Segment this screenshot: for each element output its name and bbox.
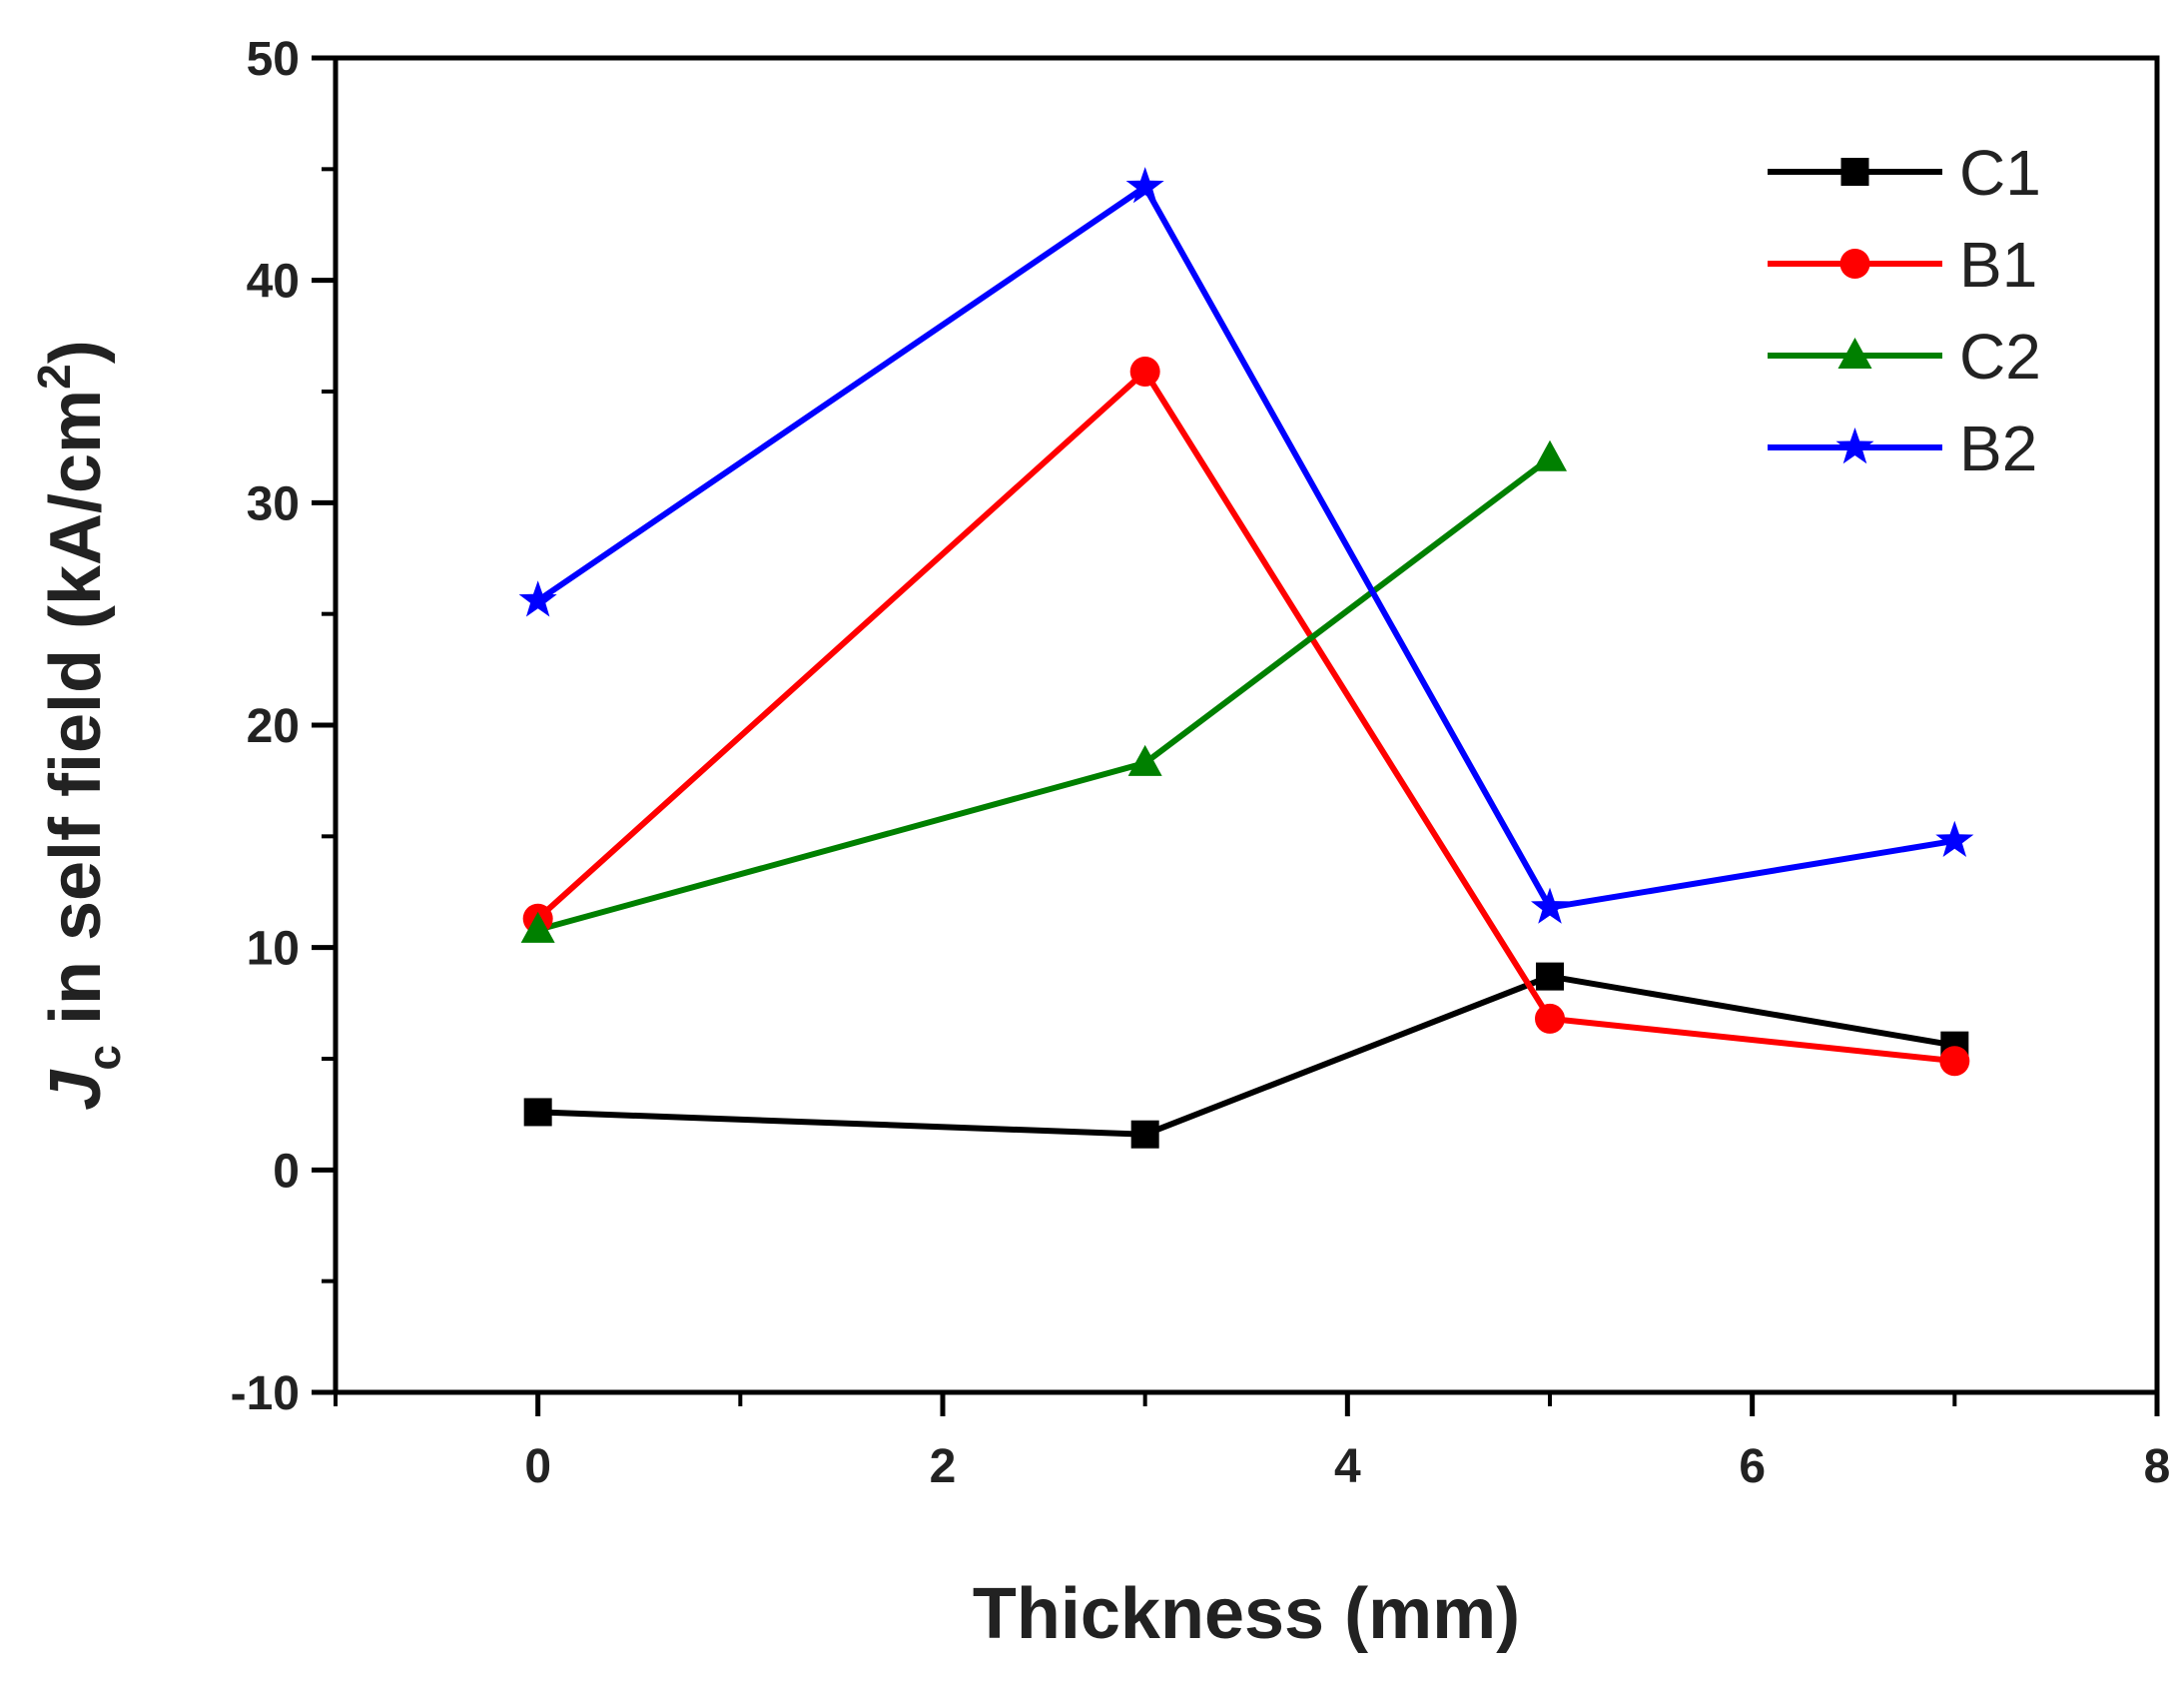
y-tick-label: 10 [247,923,300,976]
axis-ticks [312,55,2160,1416]
series-line-c1 [537,973,1955,1138]
x-tick-label: 8 [2144,1440,2171,1493]
x-tick-label: 2 [930,1440,957,1493]
legend-item-b2: B2 [1768,413,2037,484]
y-tick-label: 40 [247,256,300,309]
y-tick-label: 0 [273,1145,300,1198]
legend-label-b2: B2 [1959,413,2037,484]
series-line-b1 [535,369,1955,1065]
x-axis-tick-labels: 0 2 4 6 8 [524,1440,2170,1493]
y-tick-label: 20 [247,700,300,753]
series-lines [535,184,1955,1138]
y-axis-title-main: J [36,1069,116,1111]
legend-label-c1: C1 [1959,137,2041,209]
data-point-c1 [523,1098,552,1127]
data-point-b1 [1129,356,1160,387]
y-axis-title-text: in self field (kA/cm [36,390,116,1045]
series-markers [518,167,1974,1149]
legend-item-c1: C1 [1768,137,2041,209]
y-tick-label: 30 [247,477,300,530]
legend-item-b1: B1 [1768,229,2037,301]
y-axis-title-sub: c [78,1045,130,1071]
x-tick-label: 4 [1334,1440,1361,1493]
data-point-b1 [1535,1003,1565,1034]
x-axis-title: Thickness (mm) [973,1574,1520,1654]
data-point-b2 [1935,820,1974,857]
data-point-b1 [1939,1046,1970,1077]
y-axis-title: Jc in self field (kA/cm2) [28,340,130,1110]
legend-item-c2: C2 [1768,321,2041,393]
legend-label-b1: B1 [1959,229,2037,301]
legend: C1 B1 C2 B2 [1768,137,2041,484]
legend-marker-b1 [1839,249,1870,279]
legend-marker-c1 [1840,158,1869,186]
y-axis-tick-labels: -10 0 10 20 30 40 50 [231,33,300,1420]
y-tick-label: -10 [231,1367,300,1420]
data-point-c2 [520,911,555,943]
series-line-b2 [536,184,1955,911]
data-point-c1 [1130,1120,1159,1149]
data-point-b2 [518,580,557,617]
data-point-c2 [1127,744,1162,776]
y-axis-title-sup: 2 [28,364,80,390]
data-point-c2 [1533,439,1567,471]
data-point-c1 [1536,962,1564,991]
legend-marker-c2 [1837,338,1872,369]
x-tick-label: 0 [524,1440,551,1493]
data-point-b2 [1531,887,1569,924]
y-axis-title-close: ) [36,340,116,364]
x-tick-label: 6 [1739,1440,1766,1493]
y-tick-label: 50 [247,33,300,86]
legend-label-c2: C2 [1959,321,2041,393]
data-point-b2 [1125,167,1164,204]
legend-marker-b2 [1835,427,1874,464]
